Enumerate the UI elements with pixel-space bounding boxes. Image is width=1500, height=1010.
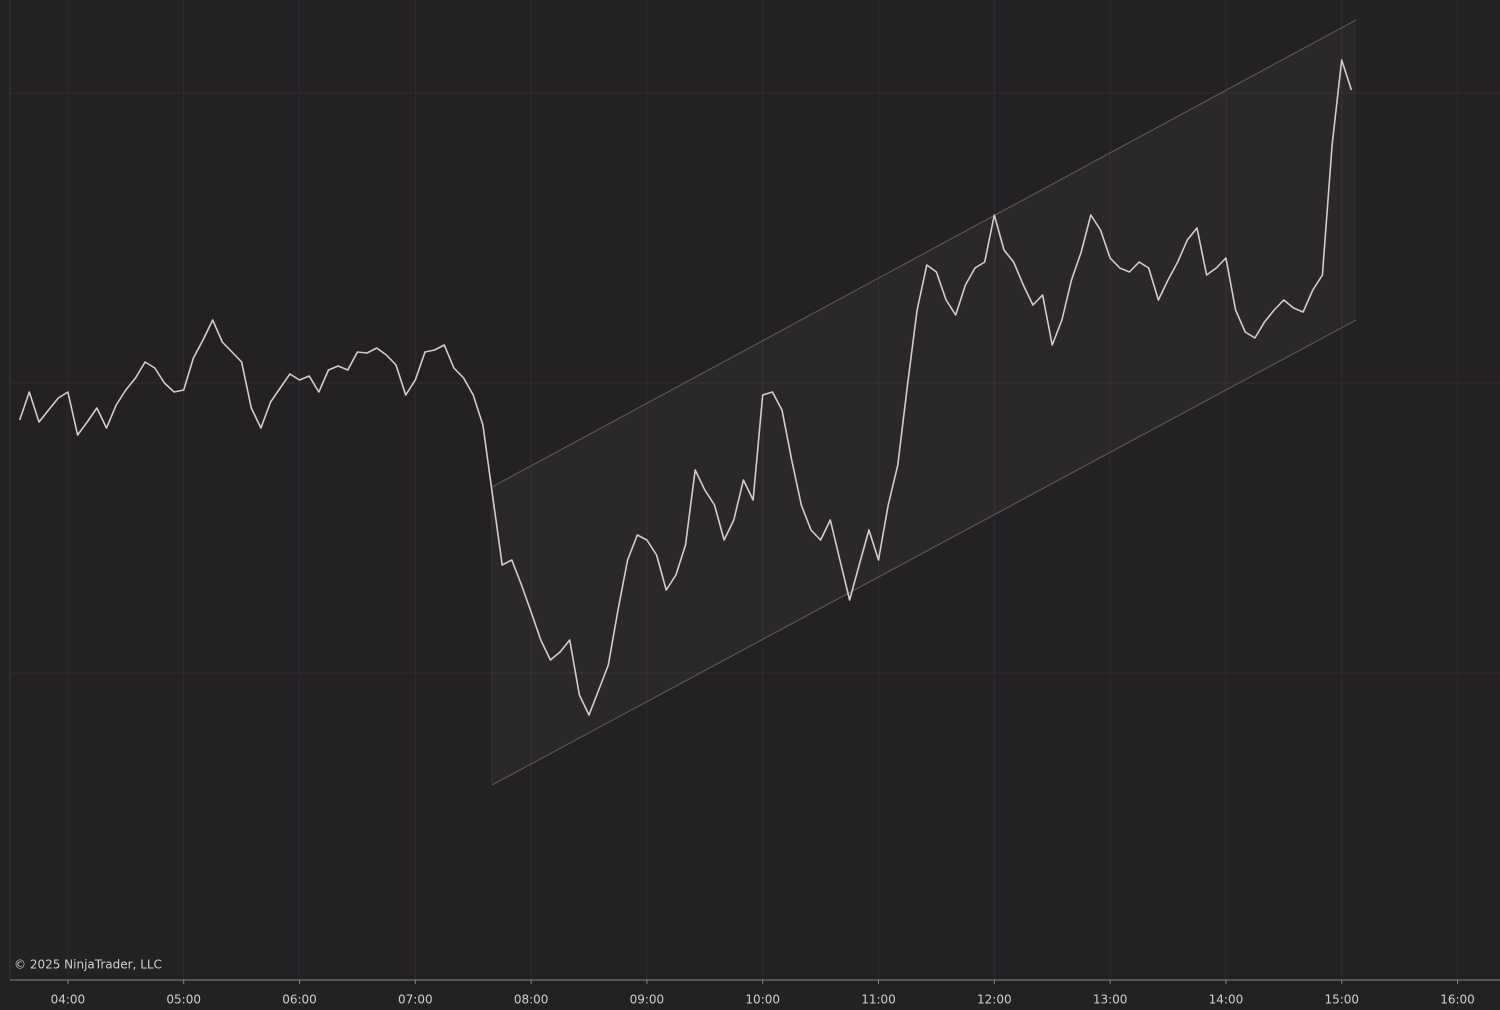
x-tick-label: 08:00 (514, 993, 549, 1007)
x-tick-label: 07:00 (398, 993, 433, 1007)
x-tick-label: 04:00 (51, 993, 86, 1007)
x-tick-label: 15:00 (1324, 993, 1359, 1007)
x-tick-label: 11:00 (861, 993, 896, 1007)
x-tick-label: 10:00 (745, 993, 780, 1007)
price-line (18, 59, 1353, 716)
x-tick-label: 16:00 (1440, 993, 1475, 1007)
copyright: © 2025 NinjaTrader, LLC (14, 958, 162, 972)
x-tick-label: 06:00 (282, 993, 317, 1007)
x-tick-label: 12:00 (977, 993, 1012, 1007)
channel-upper (491, 19, 1357, 488)
channel-lower (491, 319, 1357, 786)
x-tick-label: 13:00 (1093, 993, 1128, 1007)
x-tick-label: 05:00 (166, 993, 201, 1007)
x-tick-label: 09:00 (630, 993, 665, 1007)
x-tick-label: 14:00 (1209, 993, 1244, 1007)
